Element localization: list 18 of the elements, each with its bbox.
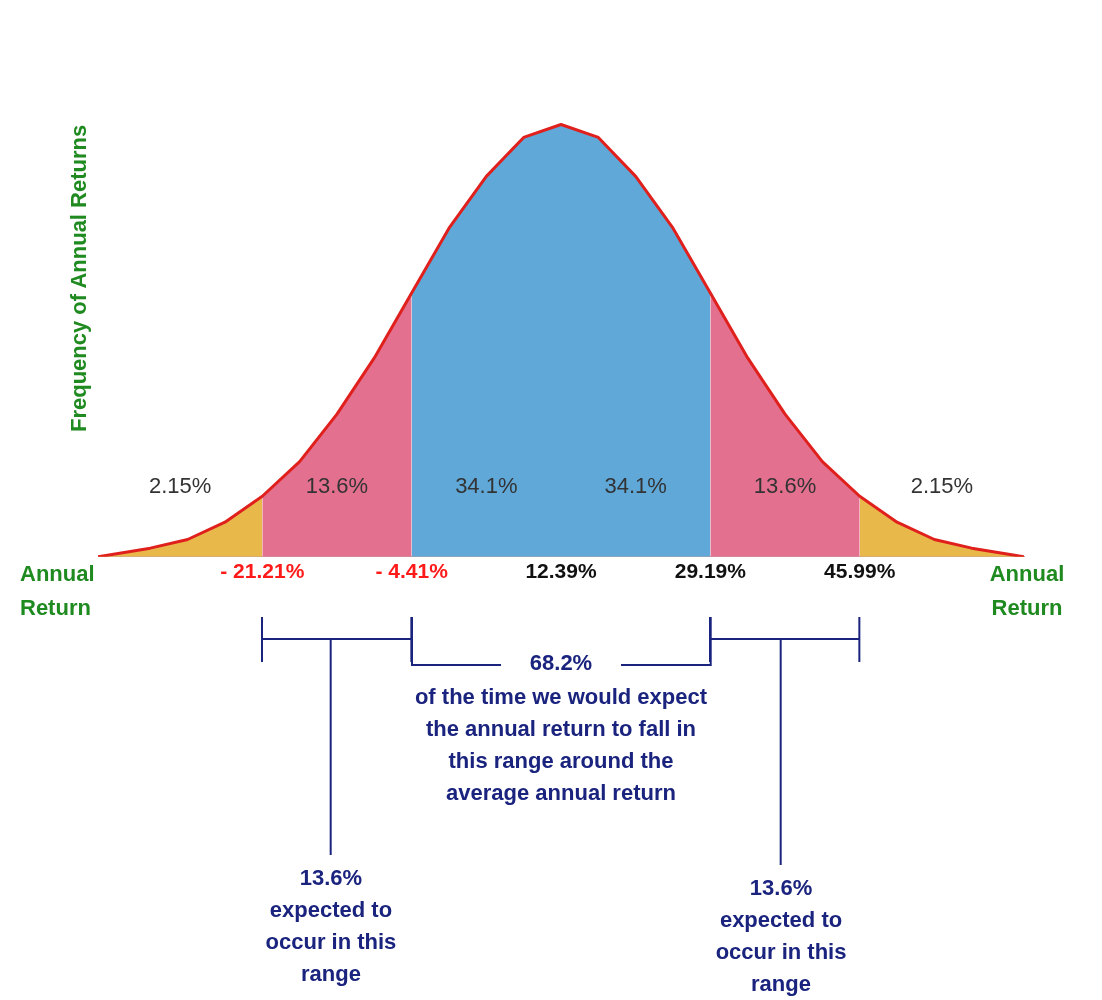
x-tick-label: 12.39% [525,559,597,583]
annotation: 2.15% [148,472,212,498]
x-tick-label: - 4.41% [375,559,449,583]
x-tick-label: 45.99% [824,559,896,583]
annotation: 13.6% [753,472,817,498]
x-tick-label: - 21.21% [220,559,305,583]
x-tick-label: 29.19% [674,559,747,583]
x-axis-title: Annual Return [988,559,1066,622]
text: 13.6% expected to occur in this range [714,873,848,998]
annotation: 34.1% [604,472,667,498]
y-axis-title: Frequency of Annual Returns [66,123,92,434]
text: 13.6% expected to occur in this range [264,863,398,988]
annotation: 13.6% [305,472,369,498]
text: 68.2% [501,646,621,679]
text: of the time we would expect the annual return to fall in this range around the average annual return [413,682,709,807]
annotation: 2.15% [910,472,974,498]
text: Annual Return [20,560,95,620]
annotation: 34.1% [455,472,518,498]
